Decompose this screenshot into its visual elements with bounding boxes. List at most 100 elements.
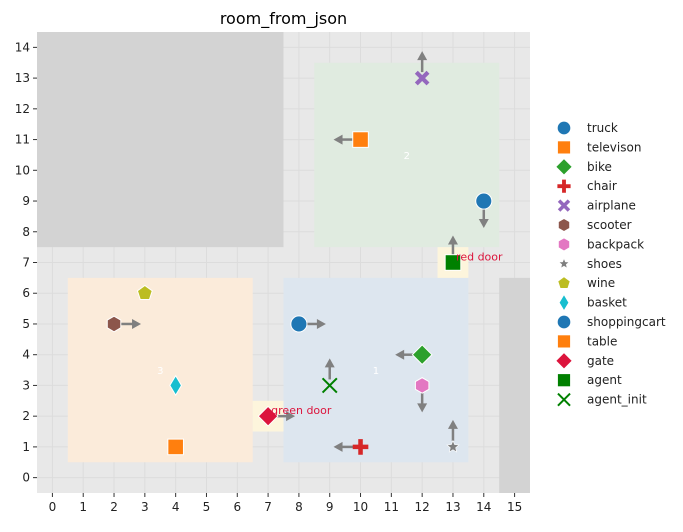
y-tick-label: 12 xyxy=(15,102,30,116)
legend-marker-agent-shape xyxy=(556,373,572,388)
point-wine-shape xyxy=(136,284,153,301)
legend-marker-backpack-shape xyxy=(557,237,571,252)
point-shoes xyxy=(446,439,460,453)
point-agent_init-shape xyxy=(321,377,338,394)
point-gate-shape xyxy=(257,405,279,427)
x-tick-label: 5 xyxy=(203,500,211,514)
legend-marker-agent_init-shape xyxy=(557,392,571,407)
legend-marker-gate xyxy=(555,351,573,370)
point-bike xyxy=(411,344,433,366)
x-tick-label: 10 xyxy=(353,500,368,514)
wall-region xyxy=(37,32,284,248)
x-tick-label: 3 xyxy=(141,500,149,514)
point-gate xyxy=(257,405,279,427)
direction-arrow-head xyxy=(447,419,458,429)
legend-label: table xyxy=(587,334,617,348)
point-shoppingcart xyxy=(290,315,308,333)
legend-marker-agent_init xyxy=(557,392,571,407)
point-agent xyxy=(444,254,462,271)
point-truck xyxy=(475,192,493,210)
x-tick-label: 9 xyxy=(326,500,334,514)
chart-title: room_from_json xyxy=(220,9,347,29)
x-tick-label: 14 xyxy=(476,500,491,514)
point-bike-shape xyxy=(411,344,433,366)
legend-marker-truck-shape xyxy=(556,120,572,136)
x-tick-label: 15 xyxy=(507,500,522,514)
legend-marker-shoes-shape xyxy=(558,257,570,269)
room-3 xyxy=(67,277,253,463)
point-agent-shape xyxy=(444,254,462,271)
direction-arrow-head xyxy=(333,441,343,452)
y-tick-label: 7 xyxy=(22,256,30,270)
legend-marker-table-shape xyxy=(556,334,572,349)
legend-label: basket xyxy=(587,296,627,310)
x-tick-label: 11 xyxy=(384,500,399,514)
legend-label: wine xyxy=(587,276,615,290)
y-tick-label: 6 xyxy=(22,286,30,300)
direction-arrow-head xyxy=(333,134,343,145)
legend-marker-backpack xyxy=(557,237,571,252)
legend-marker-airplane-shape xyxy=(557,199,571,212)
y-tick-label: 13 xyxy=(15,71,30,85)
x-tick-label: 13 xyxy=(445,500,460,514)
y-tick-label: 2 xyxy=(22,409,30,423)
x-tick-label: 2 xyxy=(110,500,118,514)
legend-marker-wine-shape xyxy=(557,275,571,290)
point-truck-shape xyxy=(475,192,493,210)
point-backpack xyxy=(414,377,430,394)
room-1 xyxy=(283,277,469,463)
legend-label: agent xyxy=(587,373,622,387)
point-televison xyxy=(352,131,369,148)
y-tick-label: 1 xyxy=(22,440,30,454)
direction-arrow-head xyxy=(316,318,326,329)
legend-label: truck xyxy=(587,121,618,135)
legend-marker-basket-shape xyxy=(558,293,570,312)
y-tick-label: 8 xyxy=(22,225,30,239)
point-airplane-shape xyxy=(414,70,430,86)
legend-label: agent_init xyxy=(587,393,647,407)
point-shoppingcart-shape xyxy=(290,315,308,333)
point-wine xyxy=(136,284,153,301)
x-tick-label: 12 xyxy=(415,500,430,514)
y-tick-label: 4 xyxy=(22,348,30,362)
point-shoes-shape xyxy=(446,439,460,453)
y-tick-label: 5 xyxy=(22,317,30,331)
legend-marker-chair-shape xyxy=(557,179,571,193)
point-airplane xyxy=(414,70,430,86)
x-tick-label: 4 xyxy=(172,500,180,514)
y-tick-label: 14 xyxy=(15,40,30,54)
wall-region xyxy=(499,277,530,493)
point-table-shape xyxy=(167,438,184,456)
legend-marker-televison xyxy=(556,140,572,155)
legend-marker-table xyxy=(556,334,572,349)
legend-marker-gate-shape xyxy=(555,351,573,370)
room-2 xyxy=(314,62,500,248)
direction-arrow-head xyxy=(478,219,489,229)
legend-marker-scooter-shape xyxy=(557,217,571,233)
legend-marker-shoppingcart xyxy=(556,314,572,330)
legend-label: backpack xyxy=(587,237,644,251)
legend-label: bike xyxy=(587,160,612,174)
point-chair-shape xyxy=(352,439,369,455)
legend-label: scooter xyxy=(587,218,632,232)
legend-marker-bike-shape xyxy=(555,157,573,176)
legend-marker-airplane xyxy=(557,199,571,212)
legend-label: shoes xyxy=(587,257,622,271)
point-televison-shape xyxy=(352,131,369,148)
room-label: 3 xyxy=(157,366,163,377)
direction-arrow-head xyxy=(417,403,428,413)
door-label: red door xyxy=(456,250,503,263)
direction-arrow-head xyxy=(286,411,296,422)
y-tick-label: 11 xyxy=(15,133,30,147)
x-tick-label: 0 xyxy=(49,500,57,514)
legend-marker-basket xyxy=(558,293,570,312)
x-tick-label: 6 xyxy=(233,500,241,514)
direction-arrow-head xyxy=(447,235,458,245)
y-tick-label: 10 xyxy=(15,163,30,177)
direction-arrow-head xyxy=(395,349,405,360)
y-tick-label: 3 xyxy=(22,378,30,392)
direction-arrow-head xyxy=(417,51,428,61)
direction-arrow-head xyxy=(132,318,142,329)
room-label: 1 xyxy=(373,366,379,377)
legend-marker-shoppingcart-shape xyxy=(556,314,572,330)
